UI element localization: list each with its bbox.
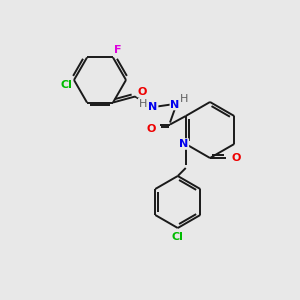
Text: N: N (170, 100, 180, 110)
Text: Cl: Cl (60, 80, 72, 90)
Text: F: F (114, 46, 122, 56)
Text: O: O (231, 153, 241, 163)
Text: H: H (139, 98, 147, 109)
Text: H: H (180, 94, 188, 103)
Text: O: O (137, 86, 147, 97)
Text: O: O (146, 124, 156, 134)
Text: Cl: Cl (172, 232, 184, 242)
Text: N: N (179, 139, 188, 149)
Text: N: N (148, 101, 158, 112)
